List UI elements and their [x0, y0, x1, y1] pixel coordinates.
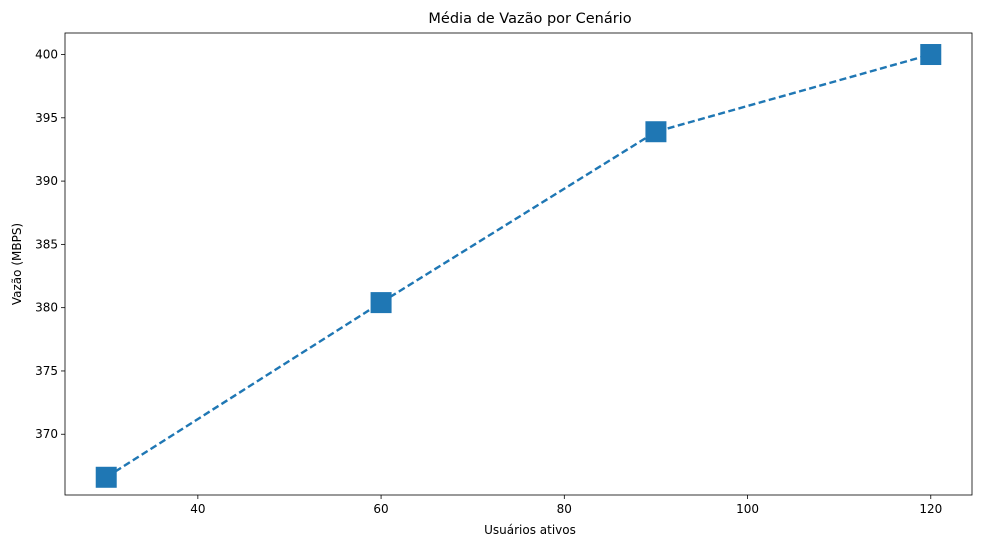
plot-area [64, 32, 973, 496]
series-layer [95, 44, 942, 488]
data-point-marker [95, 466, 117, 488]
x-axis: 40 60 80 100 120 [190, 495, 942, 516]
x-tick-label: 100 [736, 502, 759, 516]
x-tick-label: 120 [919, 502, 942, 516]
y-tick-label: 390 [35, 174, 58, 188]
x-tick-label: 40 [190, 502, 205, 516]
y-tick-label: 380 [35, 301, 58, 315]
x-axis-title: Usuários ativos [484, 523, 576, 537]
data-point-marker [645, 121, 667, 143]
y-tick-label: 395 [35, 111, 58, 125]
y-tick-label: 385 [35, 237, 58, 251]
y-axis: 370 375 380 385 390 395 400 [35, 48, 65, 441]
chart-title: Média de Vazão por Cenário [428, 11, 631, 27]
data-point-marker [920, 44, 942, 66]
x-tick-label: 80 [557, 502, 572, 516]
y-tick-label: 370 [35, 427, 58, 441]
y-axis-title: Vazão (MBPS) [10, 223, 24, 305]
series-line [105, 53, 932, 479]
data-point-marker [370, 292, 392, 314]
x-tick-label: 60 [373, 502, 388, 516]
y-tick-label: 375 [35, 364, 58, 378]
y-tick-label: 400 [35, 48, 58, 62]
